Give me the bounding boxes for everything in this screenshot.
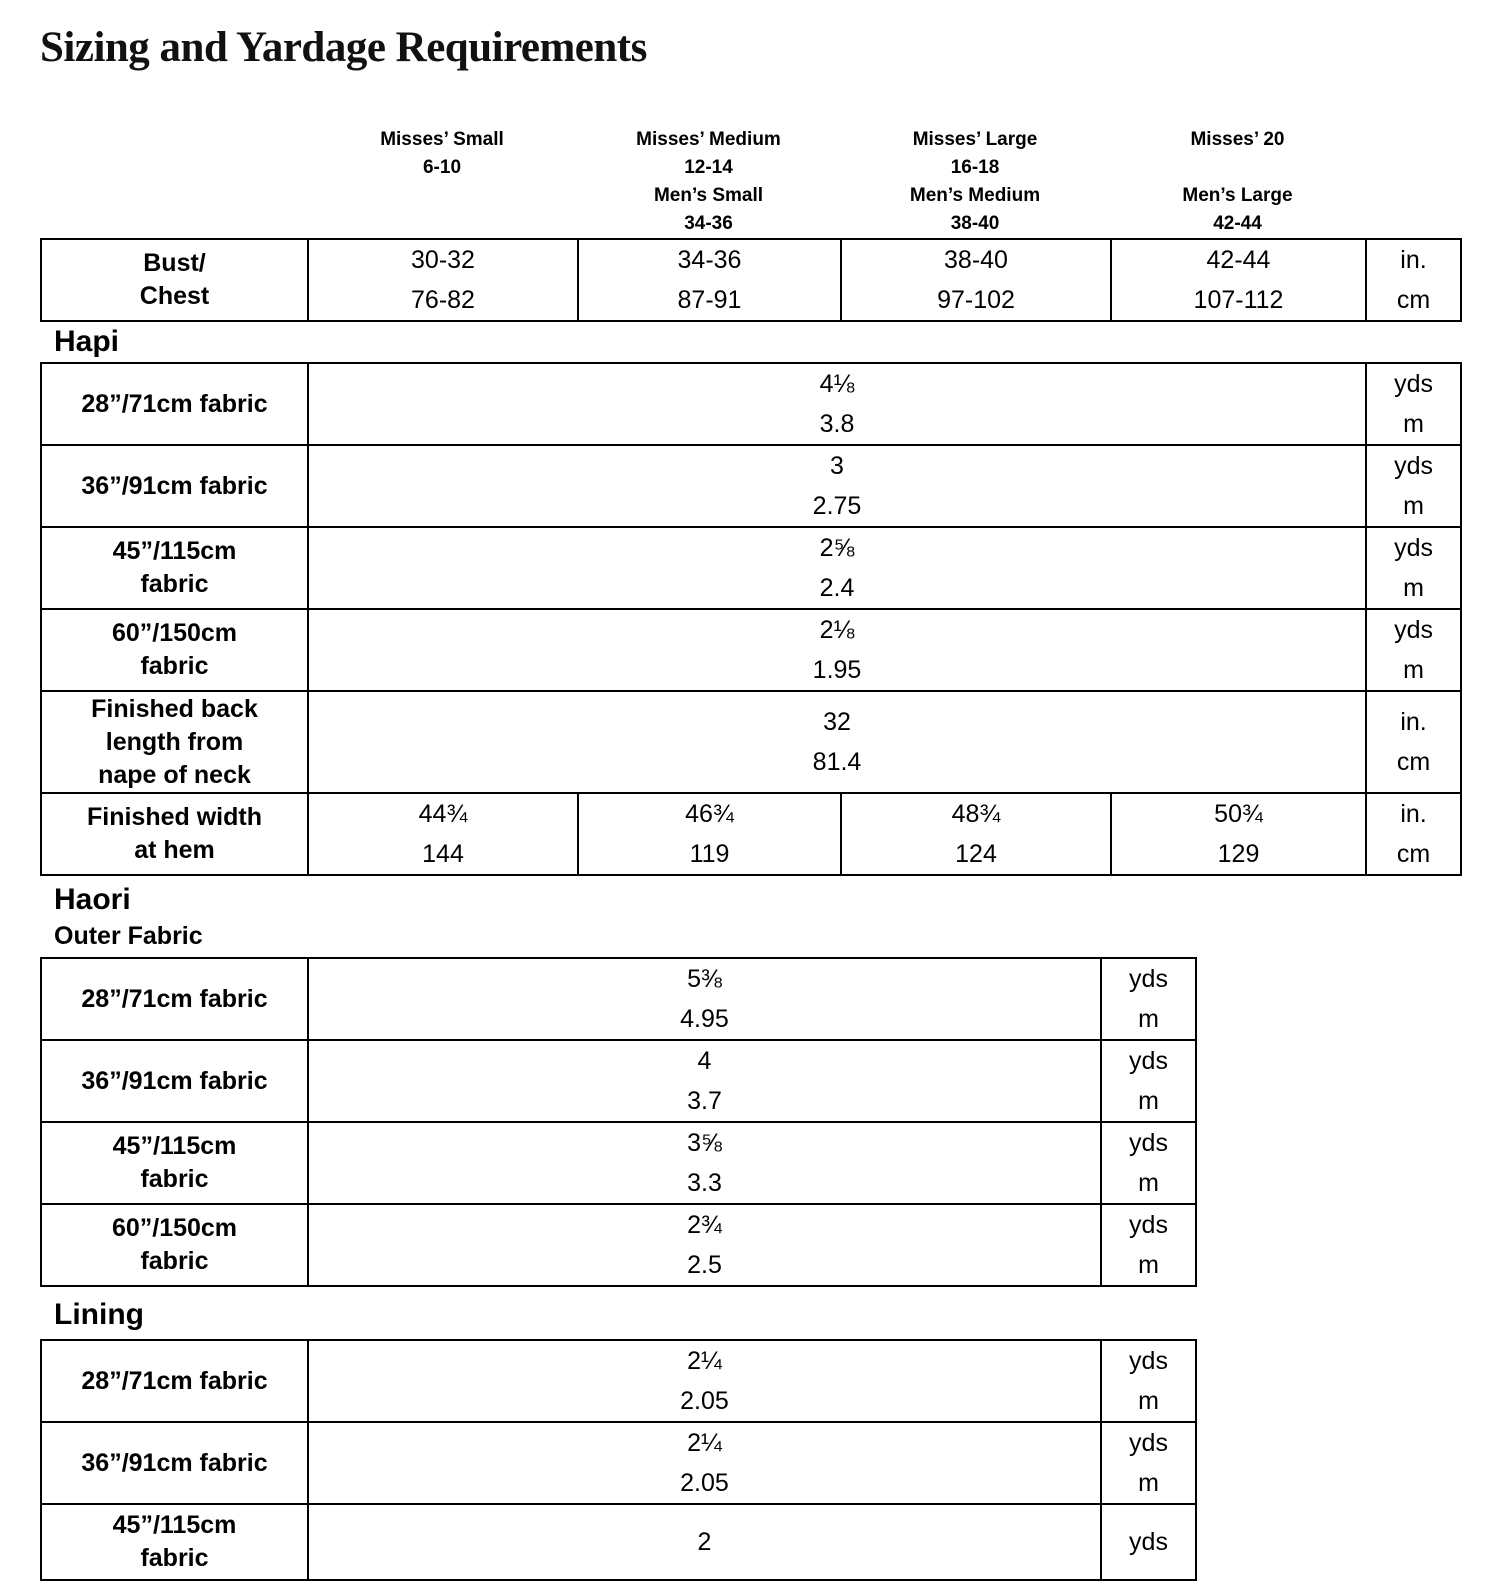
unit-cell: in. cm [1365, 792, 1463, 876]
lining-table: 28”/71cm fabric 2¼ 2.05 yds m 36”/91cm f… [40, 1339, 1197, 1581]
hapi-row-36in: 36”/91cm fabric 3 2.75 yds m [40, 444, 1463, 528]
finished-width-medium: 46¾ 119 [577, 792, 842, 876]
fabric-width-label: 45”/115cm fabric [40, 1503, 309, 1581]
haori-row-28in: 28”/71cm fabric 5⅜ 4.95 yds m [40, 957, 1197, 1041]
header-misses-20: Misses’ 20 Men’s Large 42-44 [1182, 129, 1293, 234]
fabric-width-label: 36”/91cm fabric [40, 1039, 309, 1123]
bust-value-20: 42-44 107-112 [1110, 238, 1367, 322]
lining-row-36in: 36”/91cm fabric 2¼ 2.05 yds m [40, 1421, 1197, 1505]
lining-row-28in: 28”/71cm fabric 2¼ 2.05 yds m [40, 1339, 1197, 1423]
unit-cell: yds m [1100, 1039, 1197, 1123]
unit-cell: yds m [1100, 1339, 1197, 1423]
yardage-value: 2¼ 2.05 [307, 1421, 1102, 1505]
section-heading-hapi: Hapi [54, 325, 120, 358]
fabric-width-label: 60”/150cm fabric [40, 608, 309, 692]
bust-units: in. cm [1365, 238, 1462, 322]
hapi-row-28in: 28”/71cm fabric 4⅛ 3.8 yds m [40, 362, 1463, 446]
yardage-value: 4 3.7 [307, 1039, 1102, 1123]
unit-cell: yds m [1365, 608, 1463, 692]
finished-width-20: 50¾ 129 [1109, 792, 1368, 876]
bust-value-small: 30-32 76-82 [307, 238, 579, 322]
bust-chest-row: Bust/ Chest 30-32 76-82 34-36 87-91 38-4… [40, 238, 1462, 322]
finished-width-label: Finished width at hem [40, 792, 309, 876]
hapi-row-finished-width: Finished width at hem 44¾ 144 46¾ 119 48… [40, 792, 1463, 876]
lining-row-45in-partial: 45”/115cm fabric 2 yds [40, 1503, 1197, 1581]
size-column-headers: Misses’ Small 6-10 Misses’ Medium 12-14 … [40, 126, 1460, 238]
hapi-row-45in: 45”/115cm fabric 2⅝ 2.4 yds m [40, 526, 1463, 610]
finished-width-large: 48¾ 124 [840, 792, 1112, 876]
unit-cell: in. cm [1365, 690, 1463, 794]
bust-chest-label: Bust/ Chest [40, 238, 309, 322]
back-length-value: 32 81.4 [306, 690, 1368, 794]
page-title: Sizing and Yardage Requirements [40, 24, 647, 71]
header-misses-medium: Misses’ Medium 12-14 Men’s Small 34-36 [636, 129, 781, 234]
back-length-label: Finished back length from nape of neck [40, 690, 309, 794]
bust-value-medium: 34-36 87-91 [577, 238, 842, 322]
fabric-width-label: 28”/71cm fabric [40, 362, 309, 446]
yardage-value: 4⅛ 3.8 [306, 362, 1368, 446]
hapi-table: 28”/71cm fabric 4⅛ 3.8 yds m 36”/91cm fa… [40, 362, 1463, 876]
unit-cell: yds m [1100, 1421, 1197, 1505]
fabric-width-label: 28”/71cm fabric [40, 957, 309, 1041]
unit-cell: yds m [1365, 362, 1463, 446]
yardage-value: 2⅝ 2.4 [306, 526, 1368, 610]
header-misses-small: Misses’ Small 6-10 [380, 129, 504, 178]
yardage-value: 2 [307, 1503, 1102, 1581]
fabric-width-label: 60”/150cm fabric [40, 1203, 309, 1287]
haori-row-45in: 45”/115cm fabric 3⅝ 3.3 yds m [40, 1121, 1197, 1205]
yardage-value: 2¼ 2.05 [307, 1339, 1102, 1423]
haori-row-36in: 36”/91cm fabric 4 3.7 yds m [40, 1039, 1197, 1123]
yardage-value: 3 2.75 [306, 444, 1368, 528]
fabric-width-label: 36”/91cm fabric [40, 1421, 309, 1505]
fabric-width-label: 28”/71cm fabric [40, 1339, 309, 1423]
unit-cell: yds [1100, 1503, 1197, 1581]
haori-outer-fabric-table: 28”/71cm fabric 5⅜ 4.95 yds m 36”/91cm f… [40, 957, 1197, 1287]
hapi-row-60in: 60”/150cm fabric 2⅛ 1.95 yds m [40, 608, 1463, 692]
haori-row-60in: 60”/150cm fabric 2¾ 2.5 yds m [40, 1203, 1197, 1287]
fabric-width-label: 45”/115cm fabric [40, 526, 309, 610]
subheading-outer-fabric: Outer Fabric [54, 922, 203, 950]
bust-chest-table: Bust/ Chest 30-32 76-82 34-36 87-91 38-4… [40, 238, 1462, 322]
yardage-value: 3⅝ 3.3 [307, 1121, 1102, 1205]
unit-cell: yds m [1100, 957, 1197, 1041]
section-heading-lining: Lining [54, 1298, 144, 1331]
section-heading-haori: Haori [54, 883, 131, 916]
header-misses-large: Misses’ Large 16-18 Men’s Medium 38-40 [909, 129, 1041, 234]
unit-cell: yds m [1365, 526, 1463, 610]
unit-cell: yds m [1365, 444, 1463, 528]
yardage-value: 2¾ 2.5 [307, 1203, 1102, 1287]
unit-cell: yds m [1100, 1121, 1197, 1205]
yardage-value: 5⅜ 4.95 [307, 957, 1102, 1041]
fabric-width-label: 36”/91cm fabric [40, 444, 309, 528]
finished-width-small: 44¾ 144 [307, 792, 579, 876]
unit-cell: yds m [1100, 1203, 1197, 1287]
yardage-value: 2⅛ 1.95 [306, 608, 1368, 692]
fabric-width-label: 45”/115cm fabric [40, 1121, 309, 1205]
hapi-row-back-length: Finished back length from nape of neck 3… [40, 690, 1463, 794]
bust-value-large: 38-40 97-102 [840, 238, 1112, 322]
